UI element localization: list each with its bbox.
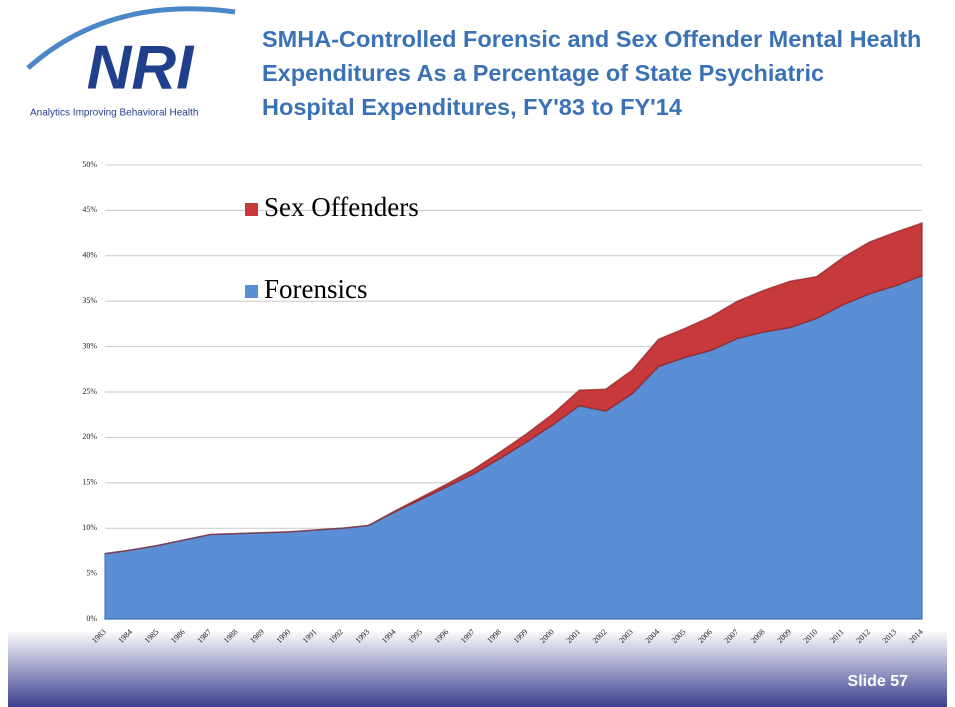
legend-label: Forensics [264, 274, 368, 304]
y-tick-label: 15% [82, 478, 97, 487]
y-tick-label: 30% [82, 341, 97, 350]
logo: NRI [87, 33, 196, 102]
y-tick-label: 25% [82, 387, 97, 396]
y-tick-label: 50% [82, 160, 97, 169]
legend-swatch [245, 203, 258, 216]
y-tick-label: 45% [82, 205, 97, 214]
title: SMHA-Controlled Forensic and Sex Offende… [262, 26, 922, 120]
slide-number: Slide 57 [848, 673, 909, 690]
y-tick-label: 10% [82, 523, 97, 532]
y-tick-label: 0% [86, 614, 97, 623]
y-tick-label: 35% [82, 296, 97, 305]
logo-arc [26, 6, 236, 70]
tagline: Analytics Improving Behavioral Health [30, 108, 198, 119]
legend-label: Sex Offenders [264, 192, 419, 222]
legend-swatch [245, 285, 258, 298]
y-tick-label: 5% [86, 568, 97, 577]
y-tick-label: 20% [82, 432, 97, 441]
footer-band [8, 630, 947, 707]
y-tick-label: 40% [82, 251, 97, 260]
area [104, 222, 923, 555]
